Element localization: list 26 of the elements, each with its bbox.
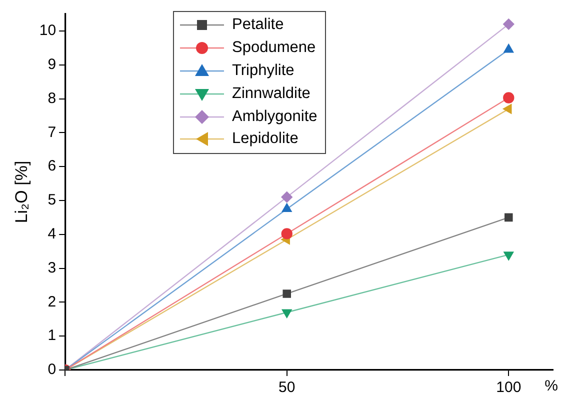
x-tick-label: 50 (278, 379, 296, 396)
y-tick-label: 2 (48, 293, 56, 310)
y-axis-title: Li₂O [%] (12, 160, 31, 224)
y-tick-label: 10 (39, 22, 56, 40)
legend-label: Amblygonite (232, 108, 318, 126)
y-tick-label: 1 (48, 327, 56, 344)
y-tick-label: 7 (48, 124, 56, 141)
y-tick-label: 0 (48, 361, 56, 378)
y-tick-label: 5 (48, 192, 56, 209)
point (503, 18, 514, 30)
point (504, 213, 513, 222)
y-tick-label: 3 (48, 259, 56, 276)
point (503, 92, 514, 104)
x-tick-label: 100 (496, 379, 522, 396)
legend-label: Spodumene (232, 39, 316, 58)
point (281, 191, 292, 203)
legend-label: Lepidolite (232, 130, 298, 148)
y-tick-label: 8 (48, 90, 56, 107)
x-axis-title: % (544, 378, 558, 395)
y-tick-label: 6 (48, 158, 56, 175)
legend-label: Zinnwaldite (232, 84, 310, 103)
y-tick-label: 9 (48, 56, 56, 73)
legend-label: Triphylite (232, 62, 294, 80)
point (282, 290, 291, 298)
legend-label: Petalite (232, 16, 284, 34)
y-tick-label: 4 (48, 226, 56, 243)
